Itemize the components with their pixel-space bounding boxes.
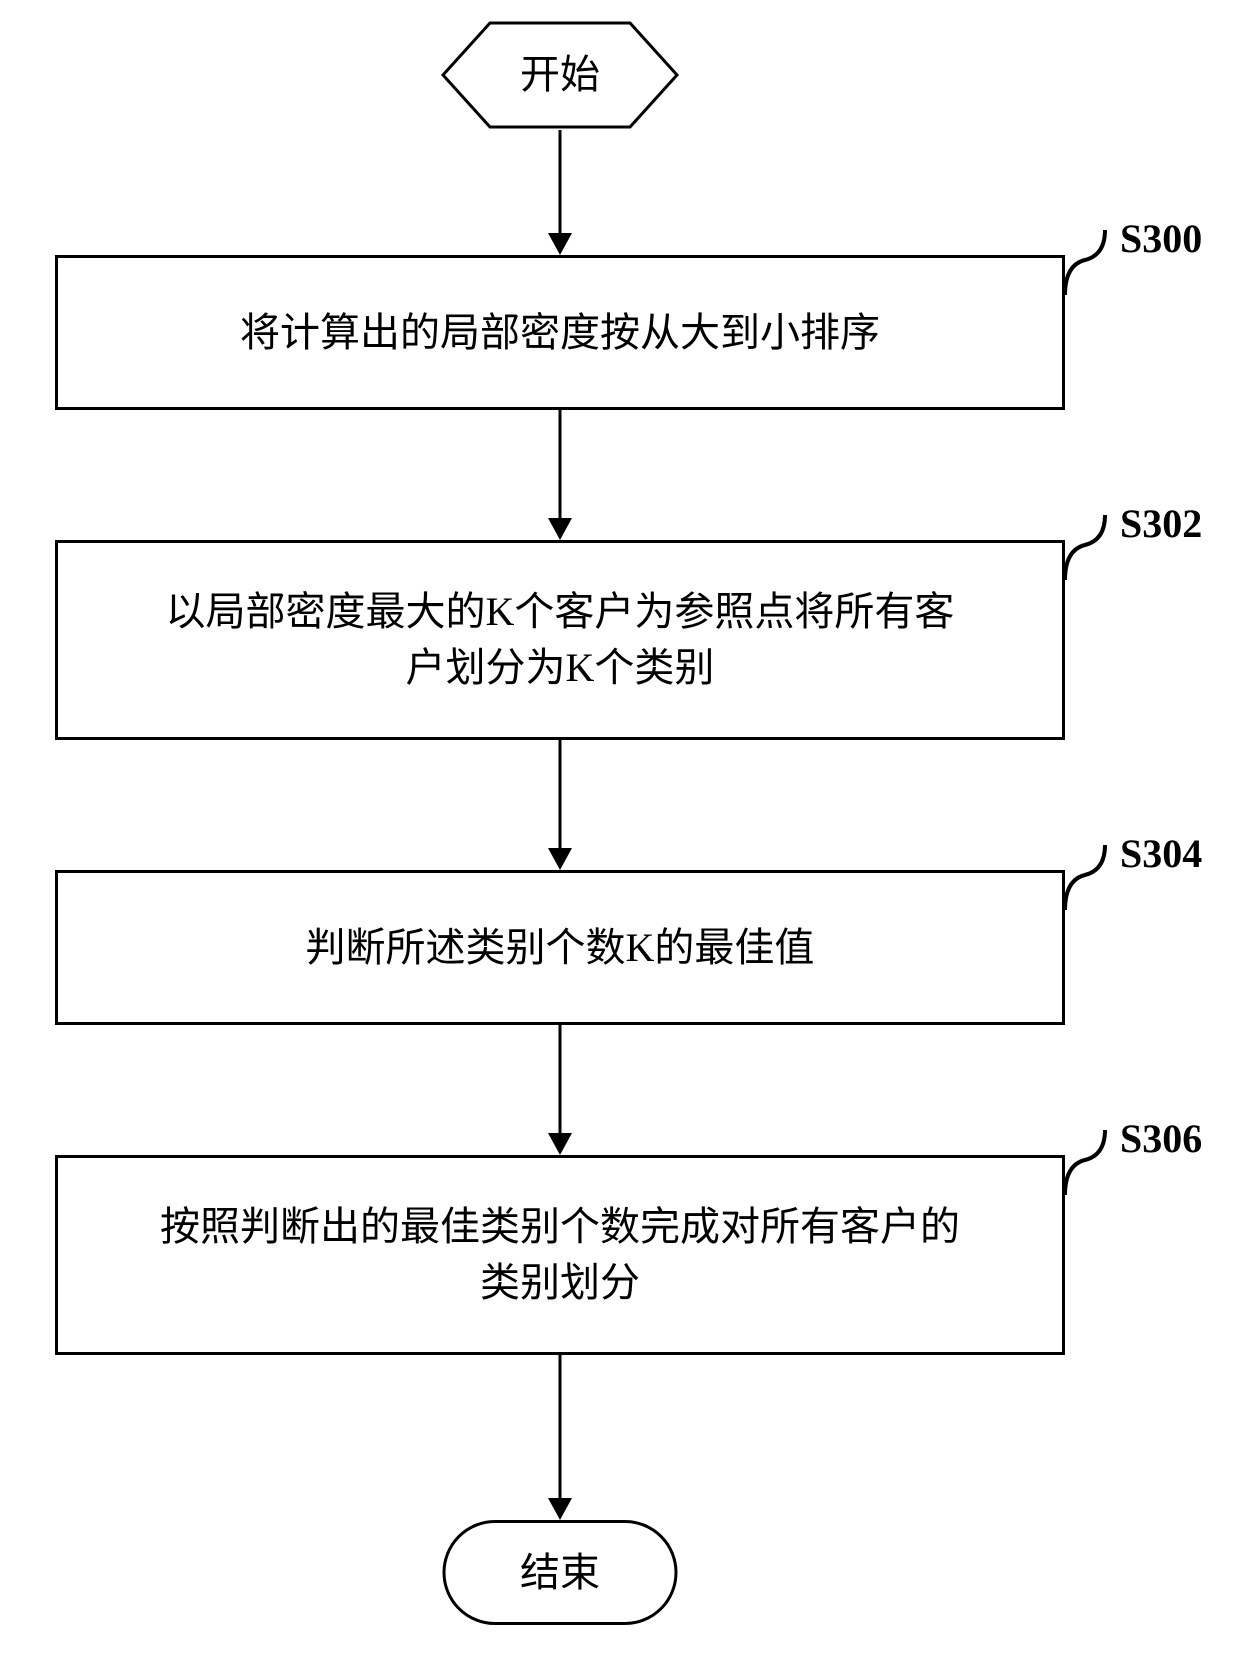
process-s306: 按照判断出的最佳类别个数完成对所有客户的 类别划分 — [55, 1155, 1065, 1355]
end-terminal: 结束 — [443, 1520, 678, 1625]
flowchart-container: 开始 将计算出的局部密度按从大到小排序 S300 以局部密度最大的K个客户为参照… — [0, 0, 1238, 1662]
process-s304: 判断所述类别个数K的最佳值 — [55, 870, 1065, 1025]
arrow-head — [548, 518, 572, 540]
arrow-line — [559, 130, 562, 233]
process-s302-text: 以局部密度最大的K个客户为参照点将所有客 户划分为K个类别 — [166, 584, 955, 696]
arrow-head — [548, 233, 572, 255]
step-label-s306: S306 — [1120, 1115, 1202, 1162]
process-s304-text: 判断所述类别个数K的最佳值 — [306, 920, 815, 976]
process-s300: 将计算出的局部密度按从大到小排序 — [55, 255, 1065, 410]
start-terminal: 开始 — [440, 20, 680, 130]
connector-curve — [1060, 840, 1115, 915]
step-label-s300: S300 — [1120, 215, 1202, 262]
arrow-line — [559, 1025, 562, 1133]
process-s300-text: 将计算出的局部密度按从大到小排序 — [240, 305, 880, 361]
connector-curve — [1060, 510, 1115, 585]
connector-curve — [1060, 225, 1115, 300]
arrow-line — [559, 1355, 562, 1498]
connector-curve — [1060, 1125, 1115, 1200]
arrow-head — [548, 848, 572, 870]
arrow-head — [548, 1498, 572, 1520]
process-s302: 以局部密度最大的K个客户为参照点将所有客 户划分为K个类别 — [55, 540, 1065, 740]
step-label-s304: S304 — [1120, 830, 1202, 877]
arrow-head — [548, 1133, 572, 1155]
end-label: 结束 — [520, 1545, 600, 1601]
arrow-line — [559, 740, 562, 848]
process-s306-text: 按照判断出的最佳类别个数完成对所有客户的 类别划分 — [160, 1199, 960, 1311]
step-label-s302: S302 — [1120, 500, 1202, 547]
start-label: 开始 — [520, 47, 600, 103]
arrow-line — [559, 410, 562, 518]
